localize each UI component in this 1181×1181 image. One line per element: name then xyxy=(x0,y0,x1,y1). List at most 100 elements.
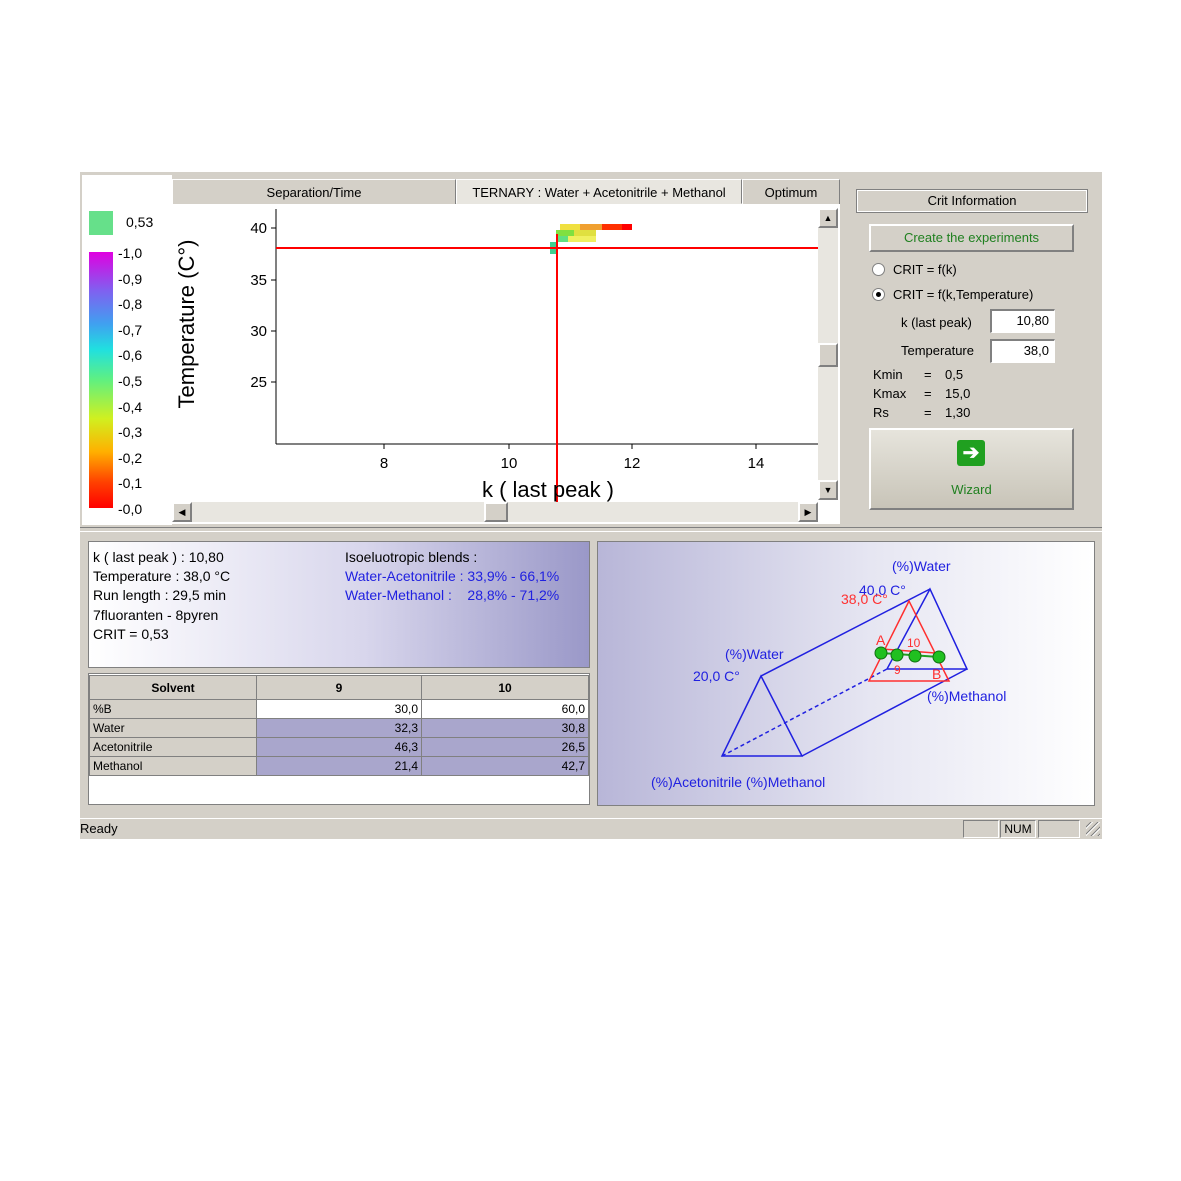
table-cell[interactable]: 60,0 xyxy=(421,699,589,719)
legend-tick-label: -0,7 xyxy=(118,321,143,338)
label-point-9: 9 xyxy=(894,663,901,677)
header-exp-9: 9 xyxy=(256,675,422,700)
crit-region xyxy=(550,224,632,254)
kmax-label: Kmax xyxy=(873,386,907,401)
temperature-value: 38,0 xyxy=(1023,343,1049,358)
temperature-label: Temperature xyxy=(901,343,974,358)
legend-tick-label: -0,8 xyxy=(118,296,143,313)
label-methanol-right: (%)Methanol xyxy=(927,688,1006,704)
status-pane-num: NUM xyxy=(1000,820,1036,838)
plot-panel xyxy=(172,204,840,524)
temperature-k-plot[interactable]: 8 10 12 14 40 35 30 25 k ( last peak ) Temperat… xyxy=(172,204,840,524)
status-pane-caps xyxy=(963,820,999,838)
info-critical-pair: 7fluoranten - 8pyren xyxy=(93,607,219,623)
tab-label: Optimum xyxy=(764,185,818,200)
result-info-box xyxy=(88,541,590,668)
ternary-prism-panel xyxy=(597,541,1095,806)
legend-tick-label: -0,1 xyxy=(118,475,143,492)
legend-tick-label: -0,6 xyxy=(118,347,143,364)
axis-ticks: 8 10 12 14 40 35 30 25 xyxy=(250,220,764,472)
wizard-label: Wizard xyxy=(951,482,992,497)
radio-crit-k-label: CRIT = f(k) xyxy=(893,262,957,277)
rs-equals: = xyxy=(924,405,932,420)
current-value-swatch xyxy=(89,211,113,235)
panel-divider xyxy=(80,527,1102,532)
current-value-label: 0,53 xyxy=(126,214,154,230)
crit-information-header: Crit Information xyxy=(856,189,1088,213)
experiment-points xyxy=(874,646,946,664)
row-label: Methanol xyxy=(89,756,257,776)
y-tick-label: 30 xyxy=(250,323,267,340)
resize-grip-icon[interactable] xyxy=(1086,822,1100,836)
tab-label: TERNARY : Water + Acetonitrile + Methano… xyxy=(472,185,726,200)
scroll-right-icon[interactable]: ▶ xyxy=(798,502,818,522)
kmin-equals: = xyxy=(924,367,932,382)
label-point-a: A xyxy=(876,632,886,648)
legend-tick-label: -0,2 xyxy=(118,449,143,466)
table-cell: 30,8 xyxy=(421,718,589,738)
rs-label: Rs xyxy=(873,405,889,420)
label-temp-selected: 38,0 C° xyxy=(841,591,888,607)
status-text: Ready xyxy=(80,821,118,836)
iso-water-methanol: Water-Methanol : 28,8% - 71,2% xyxy=(345,587,560,603)
scroll-down-icon[interactable]: ▼ xyxy=(818,480,838,500)
kmin-value: 0,5 xyxy=(945,367,964,382)
num-indicator: NUM xyxy=(1004,822,1032,836)
legend-tick-label: -0,5 xyxy=(118,373,143,389)
table-row: Water 32,3 30,8 xyxy=(89,718,589,738)
radio-crit-k[interactable] xyxy=(872,263,885,276)
wizard-button[interactable]: ➔ Wizard xyxy=(869,428,1074,510)
kmax-value: 15,0 xyxy=(945,386,971,401)
x-tick-label: 10 xyxy=(501,455,518,472)
horizontal-scroll-thumb[interactable] xyxy=(484,502,508,522)
prism-outline xyxy=(720,587,969,757)
radio-crit-k-temperature[interactable] xyxy=(872,288,885,301)
table-cell: 46,3 xyxy=(256,737,422,757)
label-temp-high: 40,0 C° xyxy=(859,582,906,598)
legend-tick-label: -0,9 xyxy=(118,270,143,287)
status-pane-scroll xyxy=(1038,820,1080,838)
rs-value: 1,30 xyxy=(945,405,971,420)
vertical-scroll-thumb[interactable] xyxy=(818,343,838,367)
row-label: Acetonitrile xyxy=(89,737,257,757)
kmin-label: Kmin xyxy=(873,367,903,382)
info-temperature: Temperature : 38,0 °C xyxy=(93,568,231,584)
label-point-10: 10 xyxy=(907,636,921,650)
x-tick-label: 12 xyxy=(624,455,641,472)
x-axis-label: k ( last peak ) xyxy=(482,477,614,502)
info-run-length: Run length : 29,5 min xyxy=(93,587,227,603)
y-tick-label: 25 xyxy=(250,374,267,391)
tab-optimum[interactable]: Optimum xyxy=(742,179,840,204)
info-k-last-peak: k ( last peak ) : 10,80 xyxy=(93,549,224,565)
table-cell[interactable]: 30,0 xyxy=(256,699,422,719)
header-solvent: Solvent xyxy=(89,675,257,700)
ternary-prism-diagram[interactable]: (%)Water 40,0 C° 38,0 C° A B 10 9 (%)Wat… xyxy=(597,541,1093,804)
k-last-peak-label: k (last peak) xyxy=(901,315,972,330)
solvent-table: Solvent 9 10 %B 30,0 60,0 Water 32,3 30,… xyxy=(89,675,589,776)
legend-tick-label: -0,3 xyxy=(118,424,143,441)
k-last-peak-input[interactable]: 10,80 xyxy=(990,309,1055,333)
tab-ternary[interactable]: TERNARY : Water + Acetonitrile + Methano… xyxy=(456,179,742,204)
table-cell: 42,7 xyxy=(421,756,589,776)
legend-tick-label: -0,4 xyxy=(118,398,143,415)
tab-separation-time[interactable]: Separation/Time xyxy=(172,179,456,204)
create-experiments-button[interactable]: Create the experiments xyxy=(869,224,1074,252)
row-label: Water xyxy=(89,718,257,738)
row-label: %B xyxy=(89,699,257,719)
y-tick-label: 40 xyxy=(250,220,267,237)
table-row: Acetonitrile 46,3 26,5 xyxy=(89,737,589,757)
label-water-top: (%)Water xyxy=(892,558,951,574)
tab-label: Separation/Time xyxy=(266,185,362,200)
selected-temperature-triangle xyxy=(867,599,951,682)
scroll-left-icon[interactable]: ◀ xyxy=(172,502,192,522)
label-temp-low: 20,0 C° xyxy=(693,668,740,684)
isoeluotropic-title: Isoeluotropic blends : xyxy=(345,549,478,565)
radio-selected-dot xyxy=(876,292,881,297)
crit-information-title: Crit Information xyxy=(927,193,1017,208)
table-cell: 32,3 xyxy=(256,718,422,738)
k-last-peak-value: 10,80 xyxy=(1016,313,1049,328)
table-row: %B 30,0 60,0 xyxy=(89,699,589,719)
scroll-up-icon[interactable]: ▲ xyxy=(818,208,838,228)
kmax-equals: = xyxy=(924,386,932,401)
temperature-input[interactable]: 38,0 xyxy=(990,339,1055,363)
